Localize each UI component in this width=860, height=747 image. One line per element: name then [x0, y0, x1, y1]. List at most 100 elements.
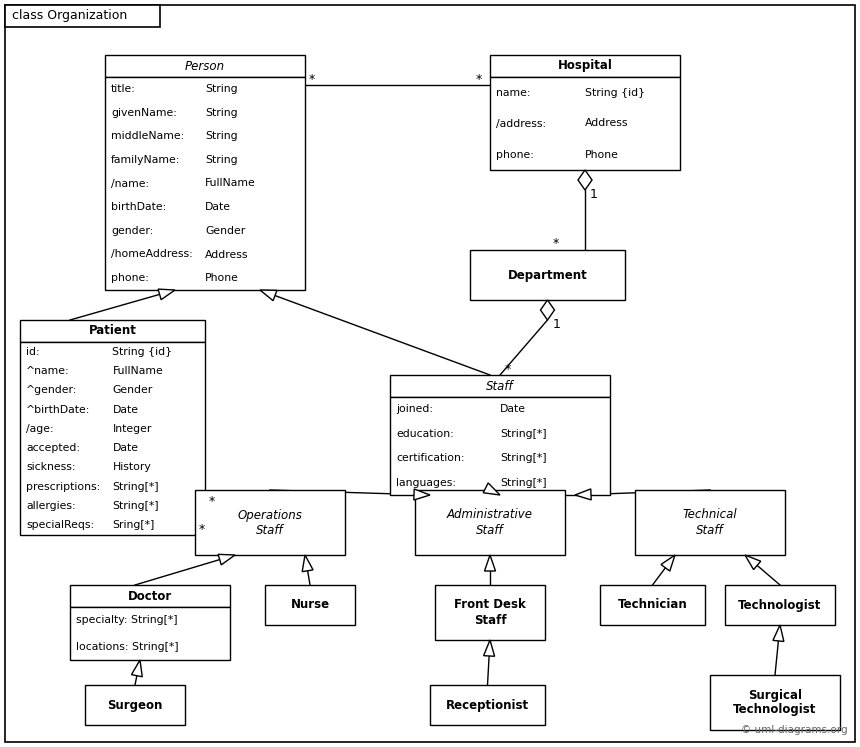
Text: phone:: phone:	[496, 149, 534, 160]
Text: Administrative
Staff: Administrative Staff	[447, 509, 533, 536]
Text: languages:: languages:	[396, 478, 456, 488]
Polygon shape	[540, 300, 555, 320]
Text: Technologist: Technologist	[739, 598, 821, 612]
Text: birthDate:: birthDate:	[111, 202, 166, 212]
Polygon shape	[661, 555, 675, 571]
Bar	[105, 55, 305, 77]
Text: Operations
Staff: Operations Staff	[237, 509, 303, 536]
Text: String: String	[205, 131, 237, 141]
Text: Staff: Staff	[486, 379, 513, 392]
Text: Surgical
Technologist: Surgical Technologist	[734, 689, 817, 716]
Text: Gender: Gender	[205, 226, 245, 236]
Text: /name:: /name:	[111, 179, 149, 188]
Bar	[20, 320, 205, 342]
Text: givenName:: givenName:	[111, 108, 177, 117]
Text: Department: Department	[507, 268, 587, 282]
Text: *: *	[209, 495, 215, 507]
Text: ^gender:: ^gender:	[26, 385, 77, 395]
Text: Gender: Gender	[113, 385, 153, 395]
Bar	[470, 250, 625, 300]
Bar	[490, 77, 680, 170]
Text: FullName: FullName	[205, 179, 255, 188]
Text: String {id}: String {id}	[585, 87, 645, 98]
Text: ^birthDate:: ^birthDate:	[26, 405, 90, 415]
Bar	[70, 585, 230, 607]
Text: 1: 1	[552, 317, 561, 330]
Bar	[490, 55, 680, 77]
Text: locations: String[*]: locations: String[*]	[76, 642, 179, 651]
Polygon shape	[260, 290, 277, 301]
Bar	[725, 585, 835, 625]
Text: phone:: phone:	[111, 273, 149, 283]
Text: Integer: Integer	[113, 424, 152, 434]
Text: Date: Date	[113, 405, 138, 415]
Text: *: *	[505, 362, 511, 376]
Polygon shape	[773, 625, 783, 642]
Bar	[710, 675, 840, 730]
Bar	[435, 585, 545, 640]
Polygon shape	[218, 554, 235, 565]
Text: Patient: Patient	[89, 324, 137, 338]
Text: String: String	[205, 155, 237, 165]
Text: specialty: String[*]: specialty: String[*]	[76, 616, 178, 625]
Text: Nurse: Nurse	[291, 598, 329, 612]
Polygon shape	[132, 660, 142, 677]
Text: Receptionist: Receptionist	[446, 698, 529, 711]
Text: class Organization: class Organization	[12, 10, 127, 22]
Text: Technician: Technician	[617, 598, 687, 612]
Text: Technical
Staff: Technical Staff	[683, 509, 737, 536]
Text: Person: Person	[185, 60, 225, 72]
Text: Date: Date	[500, 404, 526, 415]
Text: Phone: Phone	[585, 149, 619, 160]
Text: History: History	[113, 462, 151, 472]
Polygon shape	[483, 640, 494, 657]
Polygon shape	[575, 489, 591, 500]
Text: Address: Address	[585, 119, 629, 128]
Polygon shape	[414, 489, 430, 500]
Bar	[600, 585, 705, 625]
Text: /age:: /age:	[26, 424, 53, 434]
Text: Address: Address	[205, 249, 249, 259]
Bar	[195, 490, 345, 555]
Text: © uml-diagrams.org: © uml-diagrams.org	[741, 725, 848, 735]
Text: String[*]: String[*]	[500, 453, 547, 463]
Text: name:: name:	[496, 87, 531, 98]
Text: prescriptions:: prescriptions:	[26, 482, 101, 492]
Bar	[70, 607, 230, 660]
Text: sickness:: sickness:	[26, 462, 76, 472]
Bar	[635, 490, 785, 555]
Text: Phone: Phone	[205, 273, 239, 283]
Bar	[415, 490, 565, 555]
Text: accepted:: accepted:	[26, 443, 80, 453]
Text: Sring[*]: Sring[*]	[113, 521, 155, 530]
Text: middleName:: middleName:	[111, 131, 184, 141]
Text: 1: 1	[590, 187, 598, 200]
Polygon shape	[302, 555, 313, 571]
Bar	[390, 397, 610, 495]
Text: Date: Date	[113, 443, 138, 453]
Text: String {id}: String {id}	[113, 347, 173, 356]
Text: FullName: FullName	[113, 366, 163, 376]
Polygon shape	[745, 555, 761, 570]
Text: /address:: /address:	[496, 119, 546, 128]
Bar	[20, 342, 205, 535]
Text: Date: Date	[205, 202, 231, 212]
Text: String[*]: String[*]	[113, 501, 159, 511]
Text: *: *	[476, 72, 482, 85]
Bar	[105, 77, 305, 290]
Bar	[430, 685, 545, 725]
Text: title:: title:	[111, 84, 136, 94]
Text: Doctor: Doctor	[128, 589, 172, 603]
Polygon shape	[483, 483, 500, 495]
Text: Surgeon: Surgeon	[108, 698, 163, 711]
Text: certification:: certification:	[396, 453, 464, 463]
Text: String: String	[205, 84, 237, 94]
Text: *: *	[552, 238, 559, 250]
Bar	[85, 685, 185, 725]
Bar	[390, 375, 610, 397]
Text: joined:: joined:	[396, 404, 433, 415]
Bar	[265, 585, 355, 625]
Polygon shape	[158, 289, 175, 300]
Text: Hospital: Hospital	[557, 60, 612, 72]
Text: String[*]: String[*]	[500, 478, 547, 488]
